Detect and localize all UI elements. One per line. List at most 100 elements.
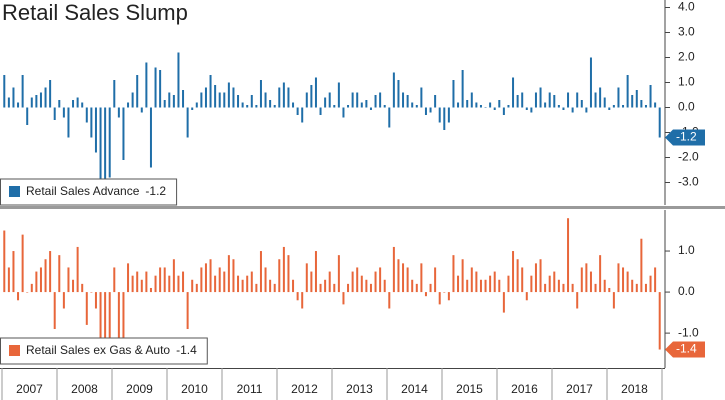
bar [397,80,400,108]
bar [397,259,400,293]
bar [521,92,524,108]
bar [379,92,382,108]
bar [223,271,226,293]
bar [182,90,185,108]
bar [351,92,354,108]
bar [544,102,547,108]
bar [104,107,107,188]
bar [548,92,551,108]
bar [351,271,354,293]
bar [255,283,258,293]
bar [209,75,212,108]
bar [99,292,102,342]
bar [617,87,620,108]
bar [553,271,556,293]
bar [585,263,588,293]
bar [622,105,625,108]
bar [94,292,97,309]
bar [383,279,386,293]
bar [204,263,207,293]
bar [635,90,638,108]
x-tick-label: 2017 [566,382,593,396]
bar [145,62,148,108]
bar [94,107,97,153]
bar [58,255,61,293]
bar [429,107,432,113]
bar [264,92,267,108]
y-tick-label: 4.0 [678,0,695,14]
bar [287,255,290,293]
bar [90,292,93,293]
bar [154,67,157,108]
bar [356,92,359,108]
bar [608,107,611,110]
bar [612,292,615,309]
bar [159,70,162,108]
x-tick-label: 2018 [621,382,648,396]
bar [172,259,175,293]
legend-swatch [9,186,20,197]
bar [305,263,308,293]
bar [337,82,340,108]
bar [452,255,455,293]
chart-title: Retail Sales Slump [2,0,188,25]
bar [434,267,437,293]
bar [67,107,70,138]
bar [62,292,65,309]
bar [131,92,134,108]
bar [195,283,198,293]
bar [182,271,185,293]
legend-label: Retail Sales ex Gas & Auto [26,343,170,357]
bar [232,259,235,293]
bar [644,105,647,108]
legend-value: -1.4 [176,343,197,357]
bar [571,107,574,113]
bar [612,105,615,108]
bar [415,283,418,293]
bar [177,52,180,108]
bar [603,279,606,293]
bar [411,279,414,293]
bar [585,107,588,113]
legend-box [0,178,178,206]
bar [227,255,230,293]
bar [333,283,336,293]
bar [498,100,501,108]
bar [232,87,235,108]
bar [415,105,418,108]
bar [443,107,446,130]
bar [172,95,175,108]
bar [420,263,423,293]
bar [447,292,450,301]
bar [438,292,441,305]
bar [360,275,363,293]
bar [122,107,125,160]
legend-swatch [9,345,20,356]
bar [502,107,505,115]
bar [640,238,643,293]
bar [214,275,217,293]
bar [296,292,299,301]
x-tick-label: 2015 [456,382,483,396]
bar [507,275,510,293]
x-tick-label: 2008 [71,382,98,396]
bar [475,102,478,108]
bar [227,82,230,108]
bar [369,107,372,110]
y-tick-label: 3.0 [678,25,695,39]
bar [461,70,464,108]
bar [392,72,395,108]
bar [479,105,482,108]
bar [218,92,221,108]
bar [319,283,322,293]
bar [475,271,478,293]
bar [534,263,537,293]
bar [525,292,528,301]
bar [374,95,377,108]
bar [250,95,253,108]
bar [186,292,189,330]
bar [255,105,258,108]
bar [269,100,272,108]
bar [191,279,194,293]
